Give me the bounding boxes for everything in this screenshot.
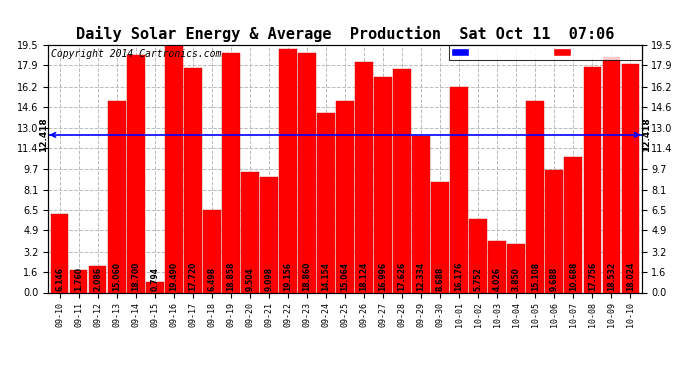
- Bar: [546, 170, 563, 292]
- Text: 18.860: 18.860: [302, 261, 311, 291]
- Text: 16.176: 16.176: [455, 261, 464, 291]
- Bar: [279, 50, 297, 292]
- Bar: [89, 266, 106, 292]
- Text: 8.688: 8.688: [435, 266, 444, 291]
- Bar: [393, 69, 411, 292]
- Bar: [260, 177, 277, 292]
- Text: 9.504: 9.504: [246, 267, 255, 291]
- Text: 18.024: 18.024: [626, 261, 635, 291]
- Text: 15.108: 15.108: [531, 261, 540, 291]
- Text: 12.418: 12.418: [39, 117, 48, 152]
- Text: 18.858: 18.858: [226, 261, 235, 291]
- Text: 10.688: 10.688: [569, 261, 578, 291]
- Text: 4.026: 4.026: [493, 267, 502, 291]
- Bar: [51, 214, 68, 292]
- Text: 3.850: 3.850: [512, 267, 521, 291]
- Bar: [374, 77, 392, 292]
- Bar: [241, 172, 259, 292]
- Text: 15.064: 15.064: [340, 262, 350, 291]
- Text: 1.760: 1.760: [75, 267, 83, 291]
- Text: 2.086: 2.086: [93, 267, 102, 291]
- Text: 18.532: 18.532: [607, 261, 615, 291]
- Bar: [317, 113, 335, 292]
- Bar: [526, 101, 544, 292]
- Bar: [431, 182, 449, 292]
- Text: 17.626: 17.626: [397, 261, 406, 291]
- Bar: [146, 282, 164, 292]
- Bar: [165, 45, 183, 292]
- Bar: [127, 55, 144, 292]
- Bar: [222, 53, 239, 292]
- Bar: [413, 136, 430, 292]
- Text: 9.688: 9.688: [550, 267, 559, 291]
- Text: 17.756: 17.756: [588, 261, 597, 291]
- Legend: Average  (kWh), Daily  (kWh): Average (kWh), Daily (kWh): [448, 45, 642, 60]
- Bar: [489, 242, 506, 292]
- Text: 14.154: 14.154: [322, 262, 331, 291]
- Bar: [622, 64, 639, 292]
- Bar: [70, 270, 88, 292]
- Bar: [108, 101, 126, 292]
- Text: 5.752: 5.752: [473, 267, 482, 291]
- Text: 12.334: 12.334: [417, 261, 426, 291]
- Bar: [469, 219, 487, 292]
- Bar: [184, 68, 201, 292]
- Text: 18.124: 18.124: [359, 261, 368, 291]
- Bar: [298, 53, 316, 292]
- Bar: [507, 244, 525, 292]
- Text: 9.098: 9.098: [264, 267, 273, 291]
- Bar: [564, 157, 582, 292]
- Text: 15.060: 15.060: [112, 262, 121, 291]
- Bar: [451, 87, 468, 292]
- Bar: [336, 101, 354, 292]
- Text: 6.498: 6.498: [208, 267, 217, 291]
- Text: 19.156: 19.156: [284, 262, 293, 291]
- Text: 6.146: 6.146: [55, 267, 64, 291]
- Title: Daily Solar Energy & Average  Production  Sat Oct 11  07:06: Daily Solar Energy & Average Production …: [76, 27, 614, 42]
- Text: 19.490: 19.490: [169, 261, 178, 291]
- Text: Copyright 2014 Cartronics.com: Copyright 2014 Cartronics.com: [51, 49, 221, 59]
- Text: 12.418: 12.418: [642, 117, 651, 152]
- Bar: [602, 57, 620, 292]
- Bar: [203, 210, 221, 292]
- Bar: [584, 67, 601, 292]
- Bar: [355, 63, 373, 292]
- Text: 16.996: 16.996: [379, 261, 388, 291]
- Text: 0.794: 0.794: [150, 267, 159, 291]
- Text: 18.700: 18.700: [131, 261, 140, 291]
- Text: 17.720: 17.720: [188, 261, 197, 291]
